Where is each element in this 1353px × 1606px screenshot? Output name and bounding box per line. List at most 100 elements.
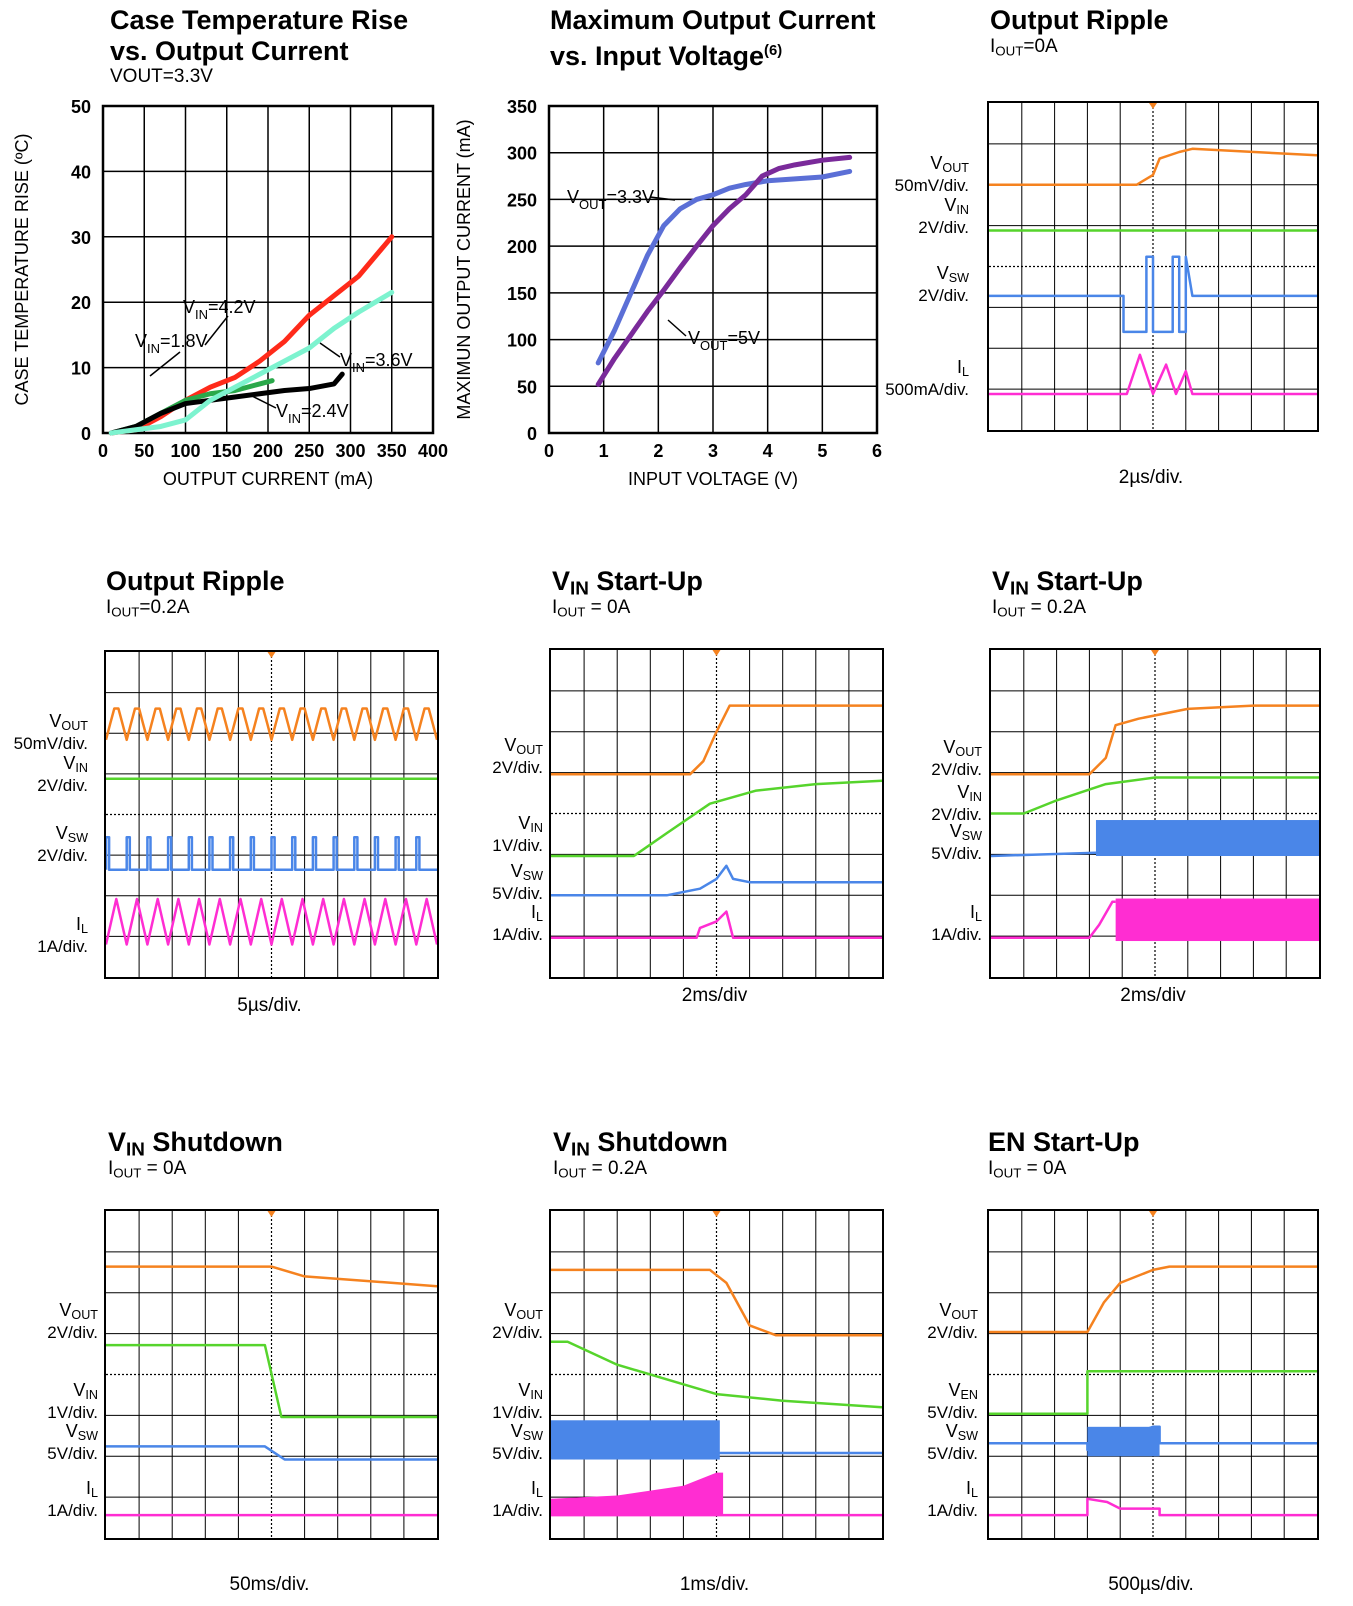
annotation-leader: [249, 394, 277, 409]
scope-title: VIN Start-Up: [552, 566, 703, 600]
series-line-3: [108, 371, 345, 436]
trace-vout: [106, 1265, 437, 1288]
scope-condition: IOUT = 0A: [988, 1158, 1067, 1181]
channel-label: IL 1A/div.: [931, 902, 982, 945]
trace-vout: [551, 704, 882, 776]
scope-screen: [549, 648, 884, 979]
series-line-1: [108, 234, 395, 436]
y-axis-label: MAXIMUN OUTPUT CURRENT (mA): [454, 119, 474, 419]
time-per-division: 2ms/div: [1120, 985, 1186, 1006]
scope-title: VIN Shutdown: [553, 1127, 728, 1161]
y-tick-label: 50: [517, 377, 537, 397]
chart2-title-footnote: (6): [764, 43, 783, 59]
channel-label: VSW 5V/div.: [931, 821, 982, 864]
annotation-leader: [649, 196, 676, 201]
scope-svg: [989, 103, 1317, 430]
trace-vsw: [989, 1425, 1317, 1451]
annotation-leader: [204, 315, 229, 346]
channel-label: VOUT 2V/div.: [931, 737, 982, 780]
series-line-2: [595, 154, 853, 387]
x-tick-label: 250: [294, 441, 324, 461]
chart1-title-line1: Case Temperature Rise: [110, 5, 409, 35]
y-tick-label: 10: [71, 359, 91, 379]
trace-vout: [551, 1268, 882, 1337]
channel-label: VIN 1V/div.: [492, 1380, 543, 1423]
annotation-label: VIN=3.6V: [340, 350, 413, 375]
annotation-leader: [149, 351, 181, 377]
chart2-svg: 0 1 2 3 4 5 6 0 50 100 150 200 250 300 350 INPUT VOLTAG…: [454, 97, 882, 489]
trace-il: [989, 353, 1317, 396]
annotation-label: VIN=1.8V: [135, 331, 208, 356]
channel-label: VOUT 50mV/div.: [13, 711, 88, 754]
time-per-division: 1ms/div.: [679, 1574, 750, 1595]
chart2-title: Maximum Output Current vs. Input Voltage…: [550, 5, 876, 72]
x-tick-label: 6: [872, 441, 882, 461]
chart-max-output-current: Maximum Output Current vs. Input Voltage…: [450, 0, 900, 500]
y-tick-label: 20: [71, 293, 91, 313]
time-per-division: 5µs/div.: [237, 995, 302, 1016]
scope-screen: [987, 1209, 1319, 1540]
chart2-title-line2: vs. Input Voltage: [550, 41, 765, 71]
scope-svg: [106, 1211, 437, 1538]
y-tick-label: 300: [507, 144, 537, 164]
channel-label: IL 1A/div.: [492, 902, 543, 945]
series-line-1: [595, 168, 853, 366]
x-tick-label: 100: [170, 441, 200, 461]
scope-svg: [551, 650, 882, 977]
trace-vsw: [106, 835, 437, 872]
scope-title: Output Ripple: [990, 5, 1169, 35]
scope-condition: IOUT = 0.2A: [553, 1158, 648, 1181]
y-tick-label: 200: [507, 237, 537, 257]
channel-label: VIN 2V/div.: [918, 195, 969, 238]
channel-label: VSW 5V/div.: [492, 1421, 543, 1464]
channel-label: VOUT 2V/div.: [927, 1300, 978, 1343]
y-tick-label: 40: [71, 162, 91, 182]
y-tick-label: 150: [507, 284, 537, 304]
scope-svg: [989, 1211, 1317, 1538]
channel-label: VSW 5V/div.: [927, 1421, 978, 1464]
y-axis-label: CASE TEMPERATURE RISE (ºC): [12, 134, 32, 406]
x-tick-label: 2: [653, 441, 663, 461]
annotation-label: VIN=4.2V: [183, 297, 256, 322]
time-per-division: 2µs/div.: [1118, 467, 1184, 488]
trace-il: [991, 900, 1116, 940]
scope-svg: [106, 652, 437, 977]
x-tick-label: 350: [377, 441, 407, 461]
y-tick-label: 0: [527, 424, 537, 444]
x-tick-label: 300: [335, 441, 365, 461]
il-switching-block: [1115, 898, 1319, 942]
trace-vin: [989, 1369, 1317, 1415]
scope-condition: IOUT = 0A: [108, 1158, 187, 1181]
trace-vsw: [991, 851, 1097, 858]
scope-title: Output Ripple: [106, 566, 285, 596]
y-tick-label: 50: [71, 97, 91, 117]
scope-svg: [551, 1211, 882, 1538]
annotation-leader: [667, 319, 687, 337]
channel-label: IL 1A/div.: [492, 1478, 543, 1521]
scope-title: VIN Start-Up: [992, 566, 1143, 600]
trigger-marker: [1149, 103, 1157, 109]
chart1-frame: [101, 104, 435, 435]
trace-vout: [991, 704, 1319, 776]
chart2-title-line1: Maximum Output Current: [550, 5, 876, 35]
x-tick-label: 3: [708, 441, 718, 461]
x-tick-label: 5: [817, 441, 827, 461]
time-per-division: 500µs/div.: [1108, 1574, 1194, 1595]
x-tick-label: 150: [212, 441, 242, 461]
chart1-title: Case Temperature Rise vs. Output Current: [110, 5, 408, 67]
channel-label: VSW 2V/div.: [37, 823, 88, 866]
x-tick-label: 0: [544, 441, 554, 461]
channel-label: VOUT 2V/div.: [492, 735, 543, 778]
chart2-frame: [547, 104, 879, 435]
annotation-label: VOUT=3.3V: [567, 187, 654, 212]
trace-il: [551, 910, 882, 940]
y-tick-label: 100: [507, 331, 537, 351]
channel-label: VOUT 50mV/div.: [894, 153, 969, 196]
trace-il: [989, 1497, 1317, 1517]
trigger-marker: [1149, 1211, 1157, 1217]
series-line-4: [108, 289, 395, 436]
chart1-svg: 0 50 100 150 200 250 300 350 400 0 10 20 30 40 50 OUTPU…: [12, 97, 448, 489]
scope-title: VIN Shutdown: [108, 1127, 283, 1161]
scope-screen: [987, 101, 1319, 432]
trace-vin: [551, 1340, 882, 1409]
